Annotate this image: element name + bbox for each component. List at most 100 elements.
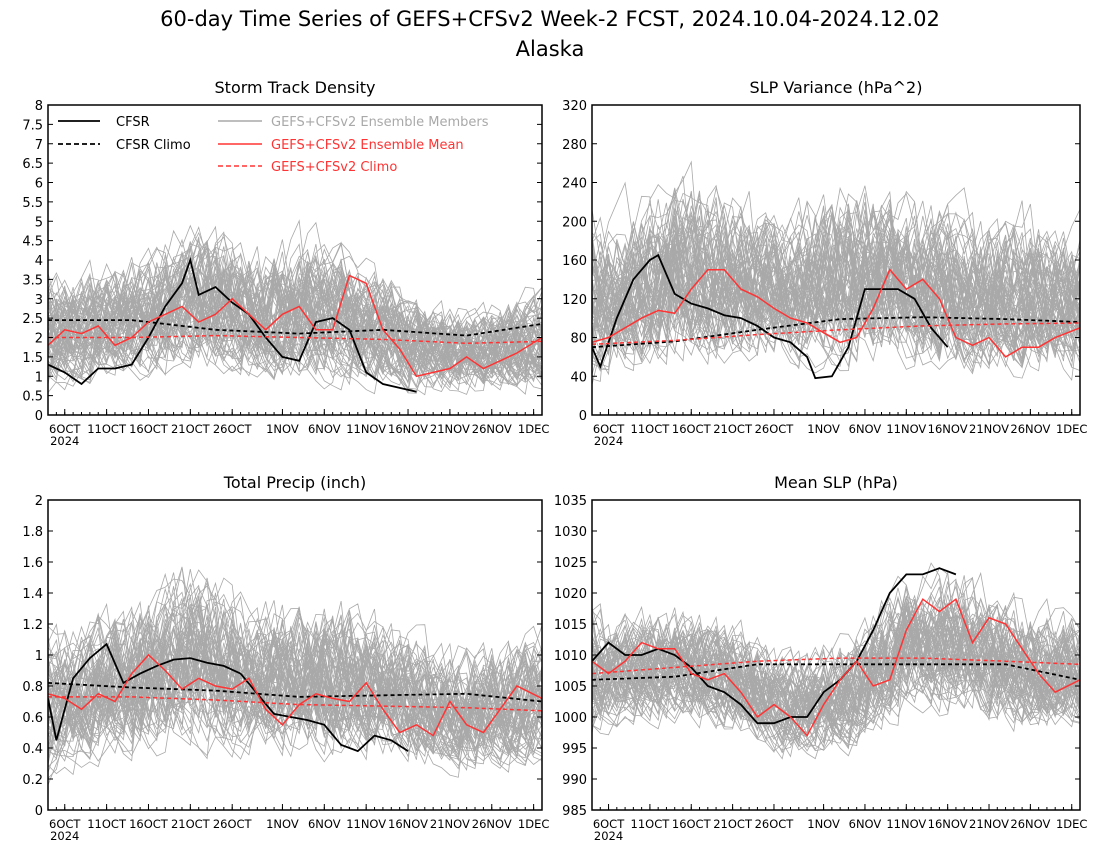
ensemble-member-line: [592, 207, 1080, 350]
x-tick-sublabel: 2024: [50, 434, 79, 448]
x-tick-label: 21NOV: [969, 817, 1009, 831]
x-tick-label: 26NOV: [1010, 422, 1050, 436]
x-tick-label: 16NOV: [388, 422, 428, 436]
ensemble-member-line: [48, 612, 542, 762]
legend-label: GEFS+CFSv2 Ensemble Mean: [271, 138, 464, 153]
y-tick-label: 0.6: [22, 711, 43, 726]
x-tick-label: 26OCT: [213, 422, 253, 436]
ensemble-member-line: [592, 218, 1080, 369]
ensemble-member-line: [592, 577, 1080, 733]
ensemble-member-line: [592, 585, 1080, 747]
y-tick-label: 0.5: [22, 390, 43, 405]
y-tick-label: 160: [562, 254, 587, 269]
x-tick-sublabel: 2024: [594, 829, 623, 843]
chart-panel: SLP Variance (hPa^2) 0 40 80 120 160 200 240 280…: [562, 78, 1087, 448]
x-tick-label: 6OCT: [49, 817, 81, 831]
x-tick-label: 11NOV: [346, 422, 386, 436]
y-tick-label: 1020: [554, 587, 587, 602]
ensemble-member-line: [592, 229, 1080, 364]
plot-area: [592, 562, 1080, 760]
y-tick-label: 280: [562, 138, 587, 153]
y-tick-label: 7.5: [22, 118, 43, 133]
ensemble-member-line: [48, 277, 542, 389]
y-tick-label: 1005: [554, 680, 587, 695]
y-tick-label: 2: [35, 332, 43, 347]
y-tick-label: 0: [35, 409, 43, 424]
x-tick-label: 26NOV: [472, 422, 512, 436]
y-tick-label: 995: [562, 742, 587, 757]
x-tick-label: 21NOV: [430, 422, 470, 436]
ensemble-member-line: [592, 603, 1080, 753]
y-tick-label: 5: [35, 215, 43, 230]
x-tick-label: 21OCT: [171, 817, 211, 831]
x-tick-label: 11OCT: [87, 422, 127, 436]
chart-panel: Mean SLP (hPa) 985 990 995 1000 1005 1010 1015 1…: [554, 473, 1088, 843]
y-tick-label: 1000: [554, 711, 587, 726]
x-tick-label: 16NOV: [388, 817, 428, 831]
x-tick-sublabel: 2024: [50, 829, 79, 843]
x-tick-label: 11NOV: [886, 422, 926, 436]
ensemble-member-line: [592, 205, 1080, 363]
ensemble-member-line: [592, 211, 1080, 336]
ensemble-member-line: [592, 627, 1080, 724]
chart-panel: Storm Track Density 0 0.5 1 1.5 2 2.5 3 3.5 4 4.5 5…: [22, 78, 549, 448]
ensemble-member-line: [48, 582, 542, 750]
ensemble-member-line: [592, 586, 1080, 744]
y-tick-label: 1025: [554, 556, 587, 571]
ensemble-member-line: [592, 197, 1080, 368]
ensemble-member-line: [592, 216, 1080, 355]
y-tick-label: 0.4: [22, 742, 43, 757]
x-tick-label: 6NOV: [849, 422, 882, 436]
y-tick-label: 0: [579, 409, 587, 424]
series-line: [48, 256, 417, 393]
y-tick-label: 0: [35, 804, 43, 819]
ensemble-member-line: [592, 190, 1080, 355]
y-tick-label: 1: [35, 370, 43, 385]
figure-title: 60-day Time Series of GEFS+CFSv2 Week-2 …: [160, 7, 940, 31]
x-tick-label: 6OCT: [593, 422, 625, 436]
ensemble-member-line: [48, 243, 542, 383]
y-tick-label: 2: [35, 494, 43, 509]
ensemble-member-line: [592, 202, 1080, 359]
y-tick-label: 1.4: [22, 587, 43, 602]
series-line: [592, 567, 957, 725]
ensemble-member-line: [48, 623, 542, 746]
ensemble-member-line: [48, 260, 542, 386]
series-line: [592, 316, 1080, 349]
x-tick-label: 1DEC: [1056, 422, 1087, 436]
ensemble-member-line: [48, 260, 542, 391]
y-tick-label: 0.2: [22, 773, 43, 788]
y-tick-label: 120: [562, 293, 587, 308]
ensemble-member-line: [592, 611, 1080, 757]
ensemble-member-line: [48, 248, 542, 387]
ensemble-member-line: [592, 203, 1080, 375]
series-line: [48, 274, 542, 378]
x-tick-label: 11OCT: [87, 817, 127, 831]
x-tick-label: 16NOV: [928, 422, 968, 436]
y-tick-label: 7: [35, 138, 43, 153]
ensemble-members: [592, 160, 1080, 385]
y-tick-label: 990: [562, 773, 587, 788]
series-line: [592, 322, 1080, 346]
series-line: [592, 663, 1080, 681]
ensemble-member-line: [48, 613, 542, 767]
y-tick-label: 200: [562, 215, 587, 230]
ensemble-member-line: [48, 623, 542, 762]
x-tick-label: 6NOV: [849, 817, 882, 831]
ensemble-member-line: [592, 562, 1080, 746]
x-tick-label: 1DEC: [518, 817, 549, 831]
plot-area: [48, 566, 542, 786]
panel-title: SLP Variance (hPa^2): [750, 78, 923, 97]
x-tick-label: 16OCT: [129, 817, 169, 831]
x-tick-label: 16OCT: [672, 817, 712, 831]
panel-title: Mean SLP (hPa): [774, 473, 898, 492]
ensemble-member-line: [48, 618, 542, 762]
y-tick-label: 8: [35, 99, 43, 114]
x-tick-label: 16OCT: [672, 422, 712, 436]
x-tick-label: 1DEC: [1056, 817, 1087, 831]
y-tick-label: 1010: [554, 649, 587, 664]
x-tick-label: 1NOV: [807, 422, 840, 436]
x-tick-label: 11OCT: [631, 817, 671, 831]
ensemble-member-line: [592, 246, 1080, 374]
